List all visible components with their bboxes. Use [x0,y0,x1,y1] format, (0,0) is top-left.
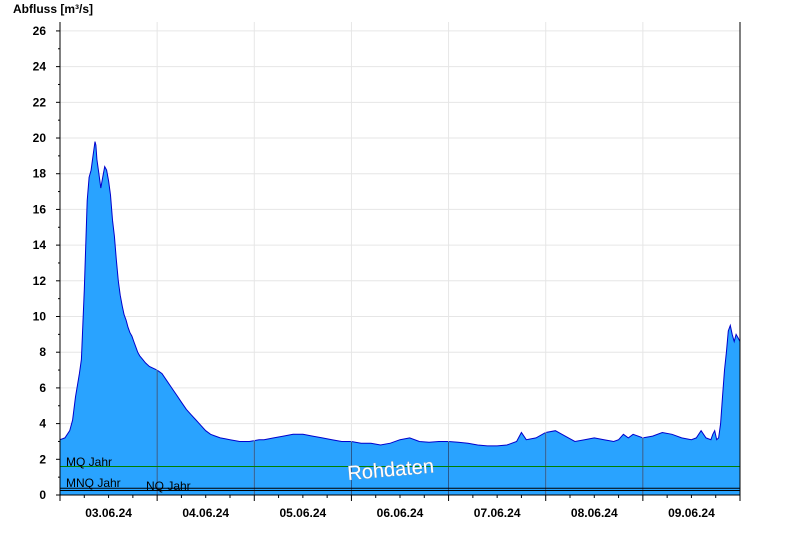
day-separators [156,22,644,495]
reference-lines: MQ Jahr MNQ Jahr NQ Jahr [60,455,740,493]
mq-label: MQ Jahr [66,455,112,469]
x-tick-label: 06.06.24 [377,506,424,520]
x-tick-label: 03.06.24 [85,506,132,520]
y-tick-label: 12 [33,274,47,288]
discharge-area [60,141,740,495]
nq-label: NQ Jahr [146,479,191,493]
y-tick-label: 16 [33,202,47,216]
area-series [59,141,741,495]
y-tick-label: 24 [33,60,47,74]
y-tick-label: 14 [33,238,47,252]
x-tick-label: 07.06.24 [474,506,521,520]
y-tick-label: 18 [33,167,47,181]
x-tick-label: 09.06.24 [668,506,715,520]
x-tick-label: 08.06.24 [571,506,618,520]
x-tick-label: 05.06.24 [279,506,326,520]
y-tick-label: 10 [33,310,47,324]
y-tick-label: 22 [33,95,47,109]
discharge-line [59,141,741,447]
y-tick-label: 8 [39,345,46,359]
y-tick-label: 4 [39,417,46,431]
y-tick-label: 0 [39,488,46,502]
y-tick-label: 26 [33,24,47,38]
y-tick-label: 20 [33,131,47,145]
grid [60,30,740,460]
mnq-label: MNQ Jahr [66,476,121,490]
y-tick-label: 6 [39,381,46,395]
y-axis-title: Abfluss [m³/s] [13,2,93,16]
x-tick-labels: 03.06.24 04.06.24 05.06.24 06.06.24 07.06.24… [59,495,741,520]
x-tick-label: 04.06.24 [182,506,229,520]
y-tick-label: 2 [39,452,46,466]
